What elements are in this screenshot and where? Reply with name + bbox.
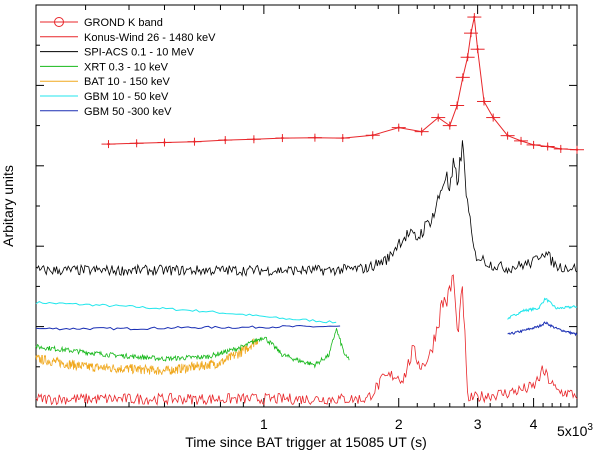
grond-point — [193, 140, 196, 143]
legend-label: Konus-Wind 26 - 1480 keV — [84, 32, 216, 44]
grond-point — [397, 126, 400, 129]
grond-point — [473, 15, 476, 19]
grond-line — [108, 16, 578, 151]
series-spi-line — [35, 140, 578, 277]
grond-point — [107, 142, 110, 146]
series-konus — [35, 274, 578, 406]
series-gbm_high-segment — [35, 324, 341, 331]
legend-item: Konus-Wind 26 - 1480 keV — [40, 32, 216, 44]
legend-label: BAT 10 - 150 keV — [84, 76, 170, 88]
legend-item: BAT 10 - 150 keV — [40, 76, 170, 88]
series-grond — [101, 13, 584, 154]
x-tick-label: 3 — [474, 416, 482, 432]
x-tick-label: 1 — [260, 416, 268, 432]
x-scale-factor-base: 5x10 — [557, 423, 588, 439]
legend-marker — [54, 17, 64, 27]
x-tick-labels: 1 2 3 4 — [260, 416, 538, 432]
grond-point — [455, 104, 459, 107]
legend: GROND K band Konus-Wind 26 - 1480 keV SPI-… — [40, 17, 216, 118]
x-tick-label: 4 — [530, 416, 538, 432]
legend-item: GBM 10 - 50 keV — [40, 91, 169, 103]
legend-label: GROND K band — [84, 17, 163, 29]
grond-point — [420, 130, 423, 133]
legend-item: GROND K band — [40, 17, 163, 29]
series-gbm_high-segment — [507, 321, 578, 337]
grond-point — [466, 56, 469, 59]
grond-point — [559, 147, 562, 151]
x-tick-label: 2 — [395, 416, 403, 432]
grond-point — [532, 143, 535, 147]
series-bat — [35, 338, 259, 375]
grond-point — [135, 142, 138, 145]
grond-point — [224, 138, 227, 142]
x-axis-label: Time since BAT trigger at 15085 UT (s) — [185, 434, 426, 450]
grond-point — [371, 134, 374, 137]
x-scale-factor: 5x103 — [557, 422, 593, 439]
legend-item: SPI-ACS 0.1 - 10 MeV — [40, 47, 195, 59]
grond-point — [546, 145, 549, 148]
grond-point — [313, 136, 317, 139]
grond-point — [519, 139, 523, 143]
series-gbm_low — [35, 297, 578, 324]
grond-point — [476, 48, 479, 51]
series-spi — [35, 140, 578, 277]
grond-point — [506, 134, 509, 137]
series-bat-line — [35, 338, 259, 375]
legend-item: XRT 0.3 - 10 keV — [40, 61, 169, 73]
series-konus-line — [35, 274, 578, 406]
grond-point — [341, 136, 344, 140]
legend-label: GBM 50 -300 keV — [84, 106, 172, 118]
legend-label: XRT 0.3 - 10 keV — [84, 61, 169, 73]
grond-point — [252, 138, 256, 141]
grond-point — [575, 148, 579, 151]
series-gbm_low-segment — [35, 301, 337, 324]
grond-point — [448, 124, 451, 127]
legend-item: GBM 50 -300 keV — [40, 106, 172, 118]
legend-label: SPI-ACS 0.1 - 10 MeV — [84, 47, 195, 59]
grond-point — [437, 116, 440, 119]
x-scale-factor-exp: 3 — [587, 422, 593, 433]
series-layer — [35, 13, 584, 406]
series-gbm_high — [35, 321, 578, 337]
series-xrt — [35, 328, 350, 369]
y-axis-label: Arbitary units — [0, 165, 16, 247]
grond-point — [469, 31, 473, 35]
grond-point — [482, 100, 486, 103]
grond-point — [163, 141, 166, 144]
grond-point — [461, 76, 464, 79]
grond-point — [491, 116, 495, 119]
series-xrt-line — [35, 328, 350, 369]
series-gbm_low-segment — [507, 297, 578, 320]
legend-label: GBM 10 - 50 keV — [84, 91, 169, 103]
grond-point — [281, 136, 284, 140]
